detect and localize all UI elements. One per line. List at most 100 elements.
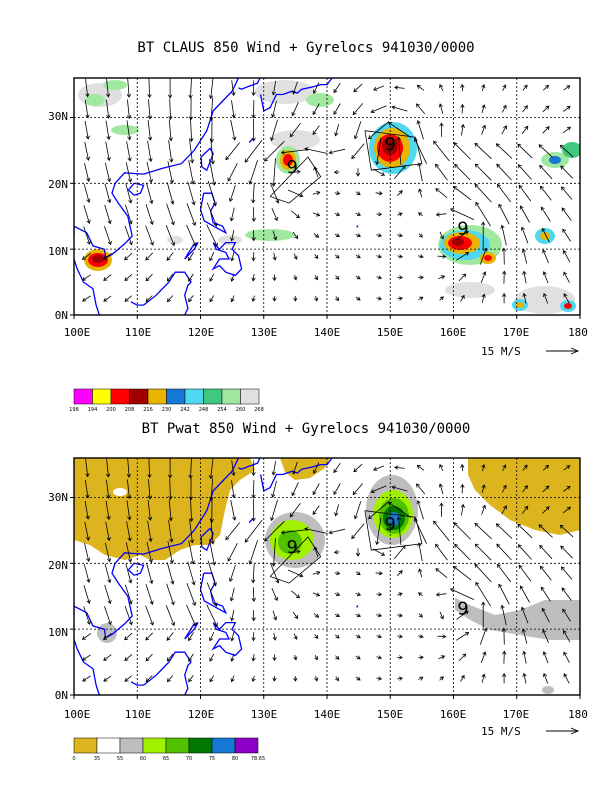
wind-arrow (82, 295, 91, 302)
wind-arrow-head (416, 120, 421, 125)
wind-arrow-head (293, 276, 298, 281)
wind-arrow (252, 274, 255, 281)
wind-arrow (538, 144, 553, 158)
wind-arrow (562, 506, 571, 514)
colorbar-label: 194 (88, 407, 98, 413)
wind-arrow-head (460, 503, 465, 509)
panel1-lon-label: 130E (251, 326, 278, 339)
wind-arrow-head (188, 277, 192, 282)
wind-arrow-head (103, 656, 108, 661)
wind-arrow (474, 143, 492, 160)
wind-arrow-head (314, 276, 318, 281)
wind-arrow (231, 100, 235, 118)
wind-arrow-head (495, 143, 500, 148)
wind-arrow (313, 82, 320, 94)
wind-arrow-head (272, 297, 277, 302)
wind-arrow (458, 273, 466, 282)
wind-arrow (104, 542, 111, 562)
wind-arrow (418, 656, 424, 659)
panel2-colorbar: 0 35 55 60 65 70 75 80 78.65 (72, 737, 265, 762)
wind-arrow-head (147, 94, 152, 99)
wind-arrow-head (545, 105, 550, 110)
wind-arrow (376, 276, 382, 279)
wind-arrow (501, 125, 507, 135)
wind-arrow (290, 171, 301, 174)
wind-arrow (167, 161, 173, 184)
wind-arrow (501, 105, 507, 113)
wind-arrow-head (419, 634, 424, 639)
wind-arrow (273, 252, 276, 261)
wind-arrow (560, 165, 573, 179)
wind-arrow-head (171, 621, 176, 627)
wind-arrow-head (273, 236, 278, 241)
coastline (238, 458, 261, 470)
wind-arrow-head (107, 220, 112, 225)
wind-arrow (397, 614, 403, 617)
wind-arrow (252, 295, 255, 302)
wind-arrow (334, 192, 340, 194)
wind-arrow (106, 479, 110, 499)
coastline (356, 225, 359, 228)
wind-arrow-head (336, 190, 341, 196)
wind-arrow-head (502, 464, 507, 469)
wind-arrow (563, 673, 570, 684)
wind-arrow (166, 583, 175, 605)
gyre-marker: 9 (457, 598, 468, 619)
wind-arrow-head (356, 676, 361, 681)
panel1-lat-label: 10N (48, 245, 68, 258)
colorbar-label: 260 (236, 407, 246, 413)
wind-arrow-head (105, 473, 111, 478)
wind-arrow (84, 163, 90, 182)
wind-arrow-head (314, 656, 318, 661)
wind-arrow (376, 656, 382, 659)
wind-arrow-head (449, 208, 455, 213)
wind-arrow-head (328, 530, 333, 535)
wind-arrow (85, 79, 89, 97)
wind-arrow (104, 606, 112, 625)
wind-arrow (104, 563, 111, 583)
wind-arrow (166, 203, 175, 225)
gyre-track (364, 510, 423, 551)
wind-arrow-head (439, 122, 444, 127)
panel2-ref-vector-head (570, 727, 580, 735)
wind-arrow (416, 483, 426, 495)
panel2-lat-label: 0N (55, 689, 68, 702)
wind-arrow-head (230, 678, 235, 683)
wind-arrow (231, 251, 235, 261)
wind-arrow-head (103, 297, 108, 302)
wind-arrow (125, 584, 132, 604)
colorbar-swatch (221, 388, 241, 405)
wind-arrow (474, 184, 492, 203)
wind-arrow-head (352, 110, 357, 116)
wind-arrow-head (272, 256, 277, 261)
wind-arrow (84, 141, 89, 161)
wind-arrow (355, 593, 361, 596)
wind-arrow (497, 184, 512, 203)
wind-arrow (563, 630, 571, 643)
wind-arrow-head (417, 212, 423, 217)
wind-arrow-head (145, 677, 150, 683)
wind-arrow (290, 551, 301, 554)
wind-arrow (418, 676, 423, 681)
wind-arrow-head (377, 613, 383, 618)
wind-arrow-head (316, 190, 321, 196)
wind-arrow-head (209, 678, 214, 683)
wind-arrow-head (192, 221, 197, 227)
wind-arrow (498, 584, 510, 605)
panel2-lon-label: 120E (188, 708, 215, 721)
wind-arrow-head (315, 613, 320, 618)
wind-arrow-head (272, 636, 277, 641)
wind-arrow (231, 229, 235, 241)
wind-arrow (563, 652, 570, 663)
wind-arrow (335, 296, 339, 301)
wind-arrow (418, 635, 424, 638)
wind-arrow (418, 613, 423, 618)
wind-arrow (168, 499, 172, 521)
wind-arrow-head (523, 464, 528, 469)
wind-arrow (334, 171, 340, 173)
wind-arrow (521, 227, 529, 244)
wind-arrow-head (272, 677, 277, 682)
wind-arrow-head (460, 103, 465, 108)
wind-arrow-head (192, 622, 197, 627)
colorbar-swatch (240, 388, 260, 405)
